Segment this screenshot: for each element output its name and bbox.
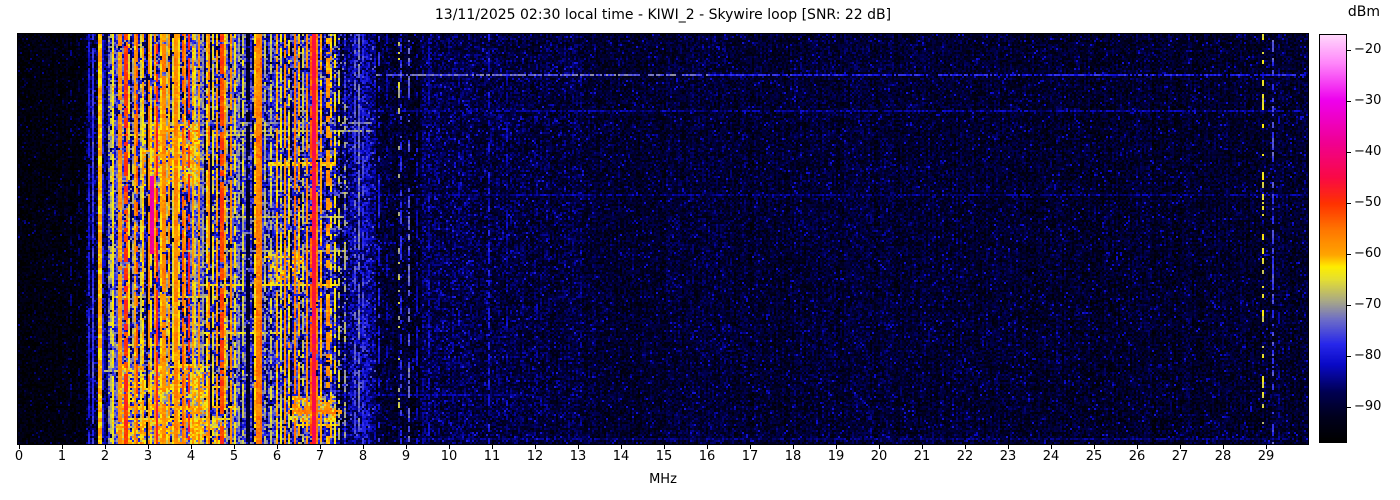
x-tick-label: 17	[741, 449, 759, 464]
x-tick-label: 25	[1085, 449, 1103, 464]
x-tick-mark	[1137, 445, 1138, 449]
x-tick-label: 7	[315, 449, 325, 464]
spectrogram-area	[17, 33, 1309, 445]
x-tick-label: 6	[272, 449, 282, 464]
colorbar-tick-label: −40	[1354, 143, 1382, 159]
x-tick-label: 11	[483, 449, 501, 464]
colorbar-tick-label: −60	[1354, 245, 1382, 261]
x-tick-mark	[105, 445, 106, 449]
colorbar-tick-label: −80	[1354, 347, 1382, 363]
colorbar-tick-label: −30	[1354, 92, 1382, 108]
colorbar-label: dBm	[1347, 4, 1381, 20]
x-tick-mark	[1094, 445, 1095, 449]
colorbar-tick-label: −50	[1354, 194, 1382, 210]
colorbar-tick-mark	[1347, 101, 1351, 103]
x-tick-label: 23	[999, 449, 1017, 464]
x-tick-mark	[1180, 445, 1181, 449]
x-tick-label: 13	[569, 449, 587, 464]
x-tick-label: 27	[1171, 449, 1189, 464]
x-tick-label: 19	[827, 449, 845, 464]
colorbar-tick-mark	[1347, 356, 1351, 358]
colorbar-tick-label: −70	[1354, 296, 1382, 312]
x-tick-label: 24	[1042, 449, 1060, 464]
spectrogram-canvas	[18, 34, 1308, 444]
x-tick-mark	[535, 445, 536, 449]
x-tick-mark	[191, 445, 192, 449]
x-tick-mark	[1051, 445, 1052, 449]
x-tick-label: 3	[143, 449, 153, 464]
colorbar-tick-mark	[1347, 203, 1351, 205]
x-tick-label: 4	[186, 449, 196, 464]
colorbar-tick-label: −90	[1354, 398, 1382, 414]
x-tick-mark	[148, 445, 149, 449]
x-tick-mark	[879, 445, 880, 449]
x-tick-mark	[19, 445, 20, 449]
x-tick-label: 15	[655, 449, 673, 464]
plot-title: 13/11/2025 02:30 local time - KIWI_2 - S…	[434, 7, 892, 23]
colorbar-gradient-canvas	[1320, 35, 1346, 442]
x-tick-label: 5	[229, 449, 239, 464]
colorbar	[1319, 34, 1347, 443]
x-tick-label: 2	[100, 449, 110, 464]
x-tick-mark	[707, 445, 708, 449]
x-tick-label: 12	[526, 449, 544, 464]
x-tick-mark	[492, 445, 493, 449]
colorbar-tick-mark	[1347, 50, 1351, 52]
x-tick-mark	[406, 445, 407, 449]
x-tick-mark	[836, 445, 837, 449]
x-tick-label: 21	[913, 449, 931, 464]
x-tick-mark	[1008, 445, 1009, 449]
x-tick-label: 10	[440, 449, 458, 464]
colorbar-tick-mark	[1347, 305, 1351, 307]
x-tick-label: 0	[14, 449, 24, 464]
colorbar-tick-label: −20	[1354, 41, 1382, 57]
x-tick-mark	[277, 445, 278, 449]
x-tick-label: 8	[358, 449, 368, 464]
x-tick-label: 26	[1128, 449, 1146, 464]
x-tick-mark	[449, 445, 450, 449]
x-tick-mark	[1266, 445, 1267, 449]
x-tick-mark	[664, 445, 665, 449]
x-tick-label: 14	[612, 449, 630, 464]
x-tick-mark	[578, 445, 579, 449]
x-tick-mark	[621, 445, 622, 449]
x-tick-mark	[1223, 445, 1224, 449]
x-tick-label: 22	[956, 449, 974, 464]
x-axis-label: MHz	[649, 472, 677, 487]
x-tick-label: 29	[1257, 449, 1275, 464]
x-tick-mark	[234, 445, 235, 449]
x-tick-mark	[320, 445, 321, 449]
x-tick-label: 9	[401, 449, 411, 464]
x-tick-label: 1	[57, 449, 67, 464]
x-tick-mark	[965, 445, 966, 449]
x-tick-label: 20	[870, 449, 888, 464]
x-tick-label: 16	[698, 449, 716, 464]
x-tick-mark	[363, 445, 364, 449]
colorbar-tick-mark	[1347, 407, 1351, 409]
x-tick-mark	[793, 445, 794, 449]
x-tick-mark	[750, 445, 751, 449]
x-tick-label: 28	[1214, 449, 1232, 464]
colorbar-tick-mark	[1347, 152, 1351, 154]
x-tick-label: 18	[784, 449, 802, 464]
colorbar-tick-mark	[1347, 254, 1351, 256]
x-tick-mark	[62, 445, 63, 449]
x-tick-mark	[922, 445, 923, 449]
